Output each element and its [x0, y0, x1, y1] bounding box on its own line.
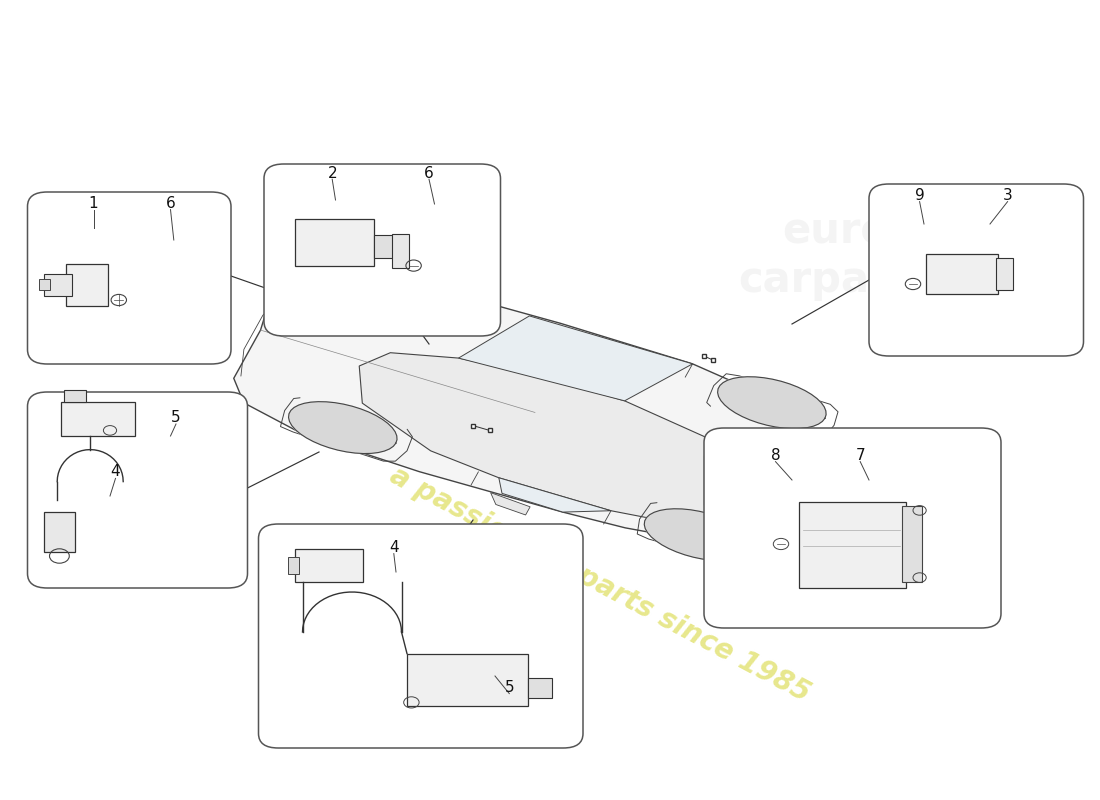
Polygon shape [717, 377, 826, 429]
Text: 4: 4 [111, 465, 120, 479]
FancyBboxPatch shape [902, 506, 922, 582]
FancyBboxPatch shape [44, 274, 72, 296]
Polygon shape [360, 353, 764, 527]
FancyBboxPatch shape [295, 549, 363, 582]
Text: 5: 5 [172, 410, 180, 425]
Text: 3: 3 [1003, 189, 1012, 203]
FancyBboxPatch shape [926, 254, 998, 294]
FancyBboxPatch shape [64, 390, 86, 402]
FancyBboxPatch shape [704, 428, 1001, 628]
FancyBboxPatch shape [374, 235, 396, 258]
FancyBboxPatch shape [39, 279, 50, 290]
FancyBboxPatch shape [392, 234, 409, 268]
Text: 1: 1 [89, 197, 98, 211]
FancyBboxPatch shape [869, 184, 1084, 356]
Text: 6: 6 [166, 197, 175, 211]
Text: 5: 5 [505, 681, 514, 695]
FancyBboxPatch shape [528, 678, 552, 698]
Text: 8: 8 [771, 449, 780, 463]
Polygon shape [288, 402, 397, 454]
FancyBboxPatch shape [28, 392, 248, 588]
Text: euro
carparts: euro carparts [738, 210, 934, 302]
Polygon shape [491, 493, 530, 515]
FancyBboxPatch shape [295, 219, 374, 266]
Text: 9: 9 [915, 189, 924, 203]
Polygon shape [459, 316, 693, 401]
Text: 2: 2 [328, 166, 337, 181]
Text: 7: 7 [856, 449, 865, 463]
FancyBboxPatch shape [996, 258, 1013, 290]
FancyBboxPatch shape [44, 512, 75, 552]
Polygon shape [645, 509, 752, 561]
Polygon shape [498, 478, 610, 512]
FancyBboxPatch shape [28, 192, 231, 364]
FancyBboxPatch shape [60, 402, 135, 436]
FancyBboxPatch shape [288, 557, 299, 574]
FancyBboxPatch shape [258, 524, 583, 748]
Text: 6: 6 [425, 166, 433, 181]
Text: a passion for parts since 1985: a passion for parts since 1985 [385, 461, 814, 707]
FancyBboxPatch shape [264, 164, 500, 336]
FancyBboxPatch shape [799, 502, 906, 588]
Polygon shape [359, 275, 468, 327]
Polygon shape [233, 278, 850, 542]
Text: 4: 4 [389, 541, 398, 555]
FancyBboxPatch shape [407, 654, 528, 706]
FancyBboxPatch shape [66, 264, 108, 306]
